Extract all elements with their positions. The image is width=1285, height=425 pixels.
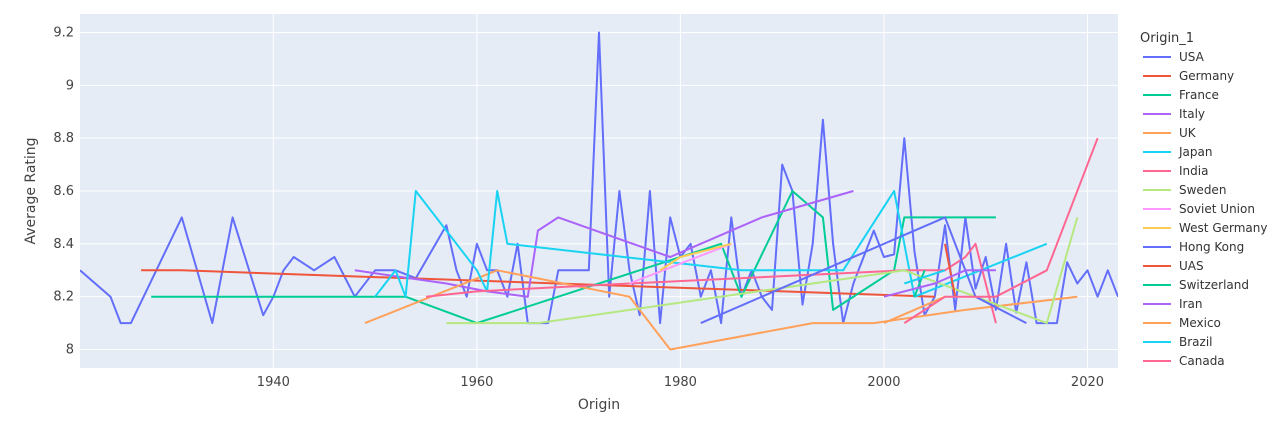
legend-label: Canada [1179,354,1225,368]
x-axis-ticks: 1940 1960 1980 2000 2020 [257,375,1104,390]
series-lines [80,31,1118,351]
legend-label: India [1179,164,1208,178]
y-tick-label: 9 [66,78,74,93]
legend-label: West Germany [1179,221,1267,235]
series-line-japan [374,190,1048,298]
series-line-india [425,242,997,324]
series-line-brazil [903,269,946,285]
series-line-france [151,190,996,325]
y-axis-title: Average Rating [23,137,39,244]
y-tick-label: 8.8 [53,131,74,146]
legend-item-brazil[interactable]: Brazil [1143,335,1213,349]
series-line-uas [944,243,957,297]
series-line-hong-kong [700,216,1027,325]
legend-item-usa[interactable]: USA [1143,50,1205,64]
series-line-switzerland [913,269,926,298]
legend-item-germany[interactable]: Germany [1143,69,1234,83]
x-tick-label: 1940 [257,375,290,390]
legend-label: Iran [1179,297,1202,311]
series-line-iran [883,269,996,298]
series-line-soviet-union [629,242,732,285]
grid-lines [80,14,1118,368]
legend-label: Brazil [1179,335,1213,349]
legend-label: Soviet Union [1179,202,1255,216]
y-tick-label: 8.6 [53,184,74,199]
legend-item-sweden[interactable]: Sweden [1143,183,1226,197]
legend-label: UK [1179,126,1197,140]
legend-label: UAS [1179,259,1204,273]
legend-label: Mexico [1179,316,1221,330]
legend-item-uk[interactable]: UK [1143,126,1197,140]
legend-item-uas[interactable]: UAS [1143,259,1204,273]
legend-item-iran[interactable]: Iran [1143,297,1202,311]
legend-item-soviet-union[interactable]: Soviet Union [1143,202,1255,216]
series-line-canada [903,137,1099,324]
legend-label: Japan [1178,145,1212,159]
y-tick-label: 8.4 [53,237,74,252]
series-line-germany [141,269,935,298]
legend-item-west-germany[interactable]: West Germany [1143,221,1267,235]
legend-item-mexico[interactable]: Mexico [1143,316,1221,330]
x-tick-label: 2020 [1071,375,1104,390]
x-tick-label: 2000 [867,375,900,390]
series-line-west-germany [659,242,732,272]
legend-label: Switzerland [1179,278,1249,292]
legend-item-canada[interactable]: Canada [1143,354,1225,368]
legend-label: Italy [1179,107,1205,121]
y-tick-label: 8 [66,343,74,358]
legend-item-italy[interactable]: Italy [1143,107,1205,121]
series-line-sweden [446,217,1079,325]
legend-label: France [1179,88,1219,102]
legend-item-india[interactable]: India [1143,164,1208,178]
y-tick-label: 8.2 [53,290,74,305]
series-line-usa [80,31,1118,325]
series-line-mexico [883,295,946,325]
y-axis-ticks: 8 8.2 8.4 8.6 8.8 9 9.2 [53,25,74,357]
series-line-uk [364,269,1078,351]
y-tick-label: 9.2 [53,25,74,40]
legend-label: Sweden [1179,183,1226,197]
legend-title: Origin_1 [1140,31,1194,46]
legend-item-switzerland[interactable]: Switzerland [1143,278,1249,292]
legend-label: USA [1179,50,1205,64]
legend-item-france[interactable]: France [1143,88,1219,102]
legend-item-hong-kong[interactable]: Hong Kong [1143,240,1244,254]
x-axis-title: Origin [578,397,620,413]
legend[interactable]: USA Germany France Italy UK Japan India Sweden S… [1143,50,1267,368]
legend-label: Hong Kong [1179,240,1244,254]
legend-item-japan[interactable]: Japan [1143,145,1212,159]
x-tick-label: 1960 [460,375,493,390]
legend-label: Germany [1179,69,1234,83]
x-tick-label: 1980 [664,375,697,390]
